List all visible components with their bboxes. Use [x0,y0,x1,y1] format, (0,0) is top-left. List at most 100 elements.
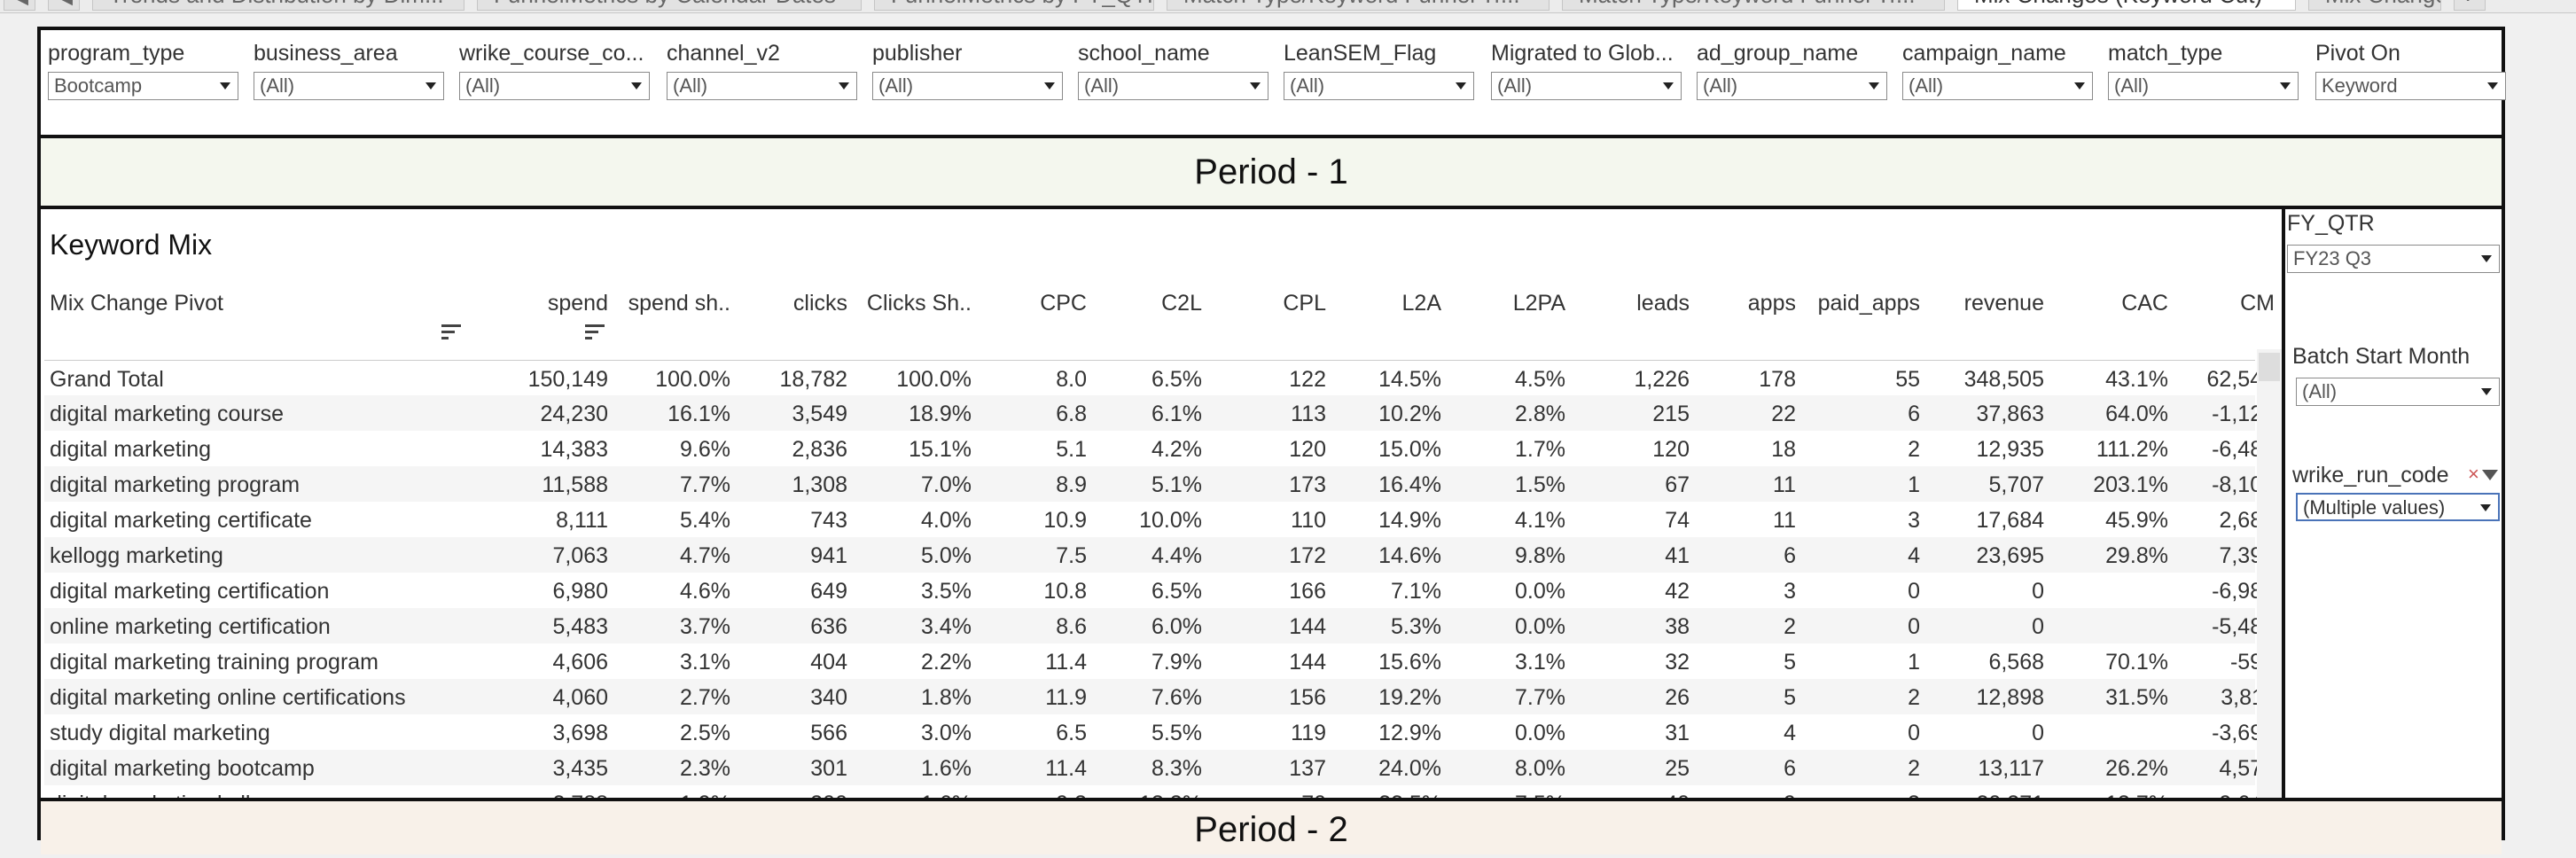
table-cell: 0 [2032,721,2044,745]
tab-nav-button[interactable]: ◀ [4,0,35,11]
table-cell: 5 [1784,650,1796,675]
table-row[interactable]: kellogg marketing 7,063 4.7% 941 5.0% 7.5 4.4%… [44,537,2275,573]
table-cell: 2.5% [680,721,730,745]
table-cell: 2 [1908,437,1920,462]
sheet-tab[interactable]: Trends and Distribution by Dim... [92,0,464,11]
table-cell: 11 [1773,508,1796,533]
column-header[interactable]: L2PA [1512,291,1565,316]
table-cell: 111.2% [2096,437,2168,462]
table-cell: 8.0% [1515,756,1565,781]
table-row[interactable]: digital marketing 14,383 9.6% 2,836 15.1% 5.1… [44,431,2275,466]
table-row[interactable]: digital marketing training program 4,606 3… [44,644,2275,679]
column-header[interactable]: CPC [1040,291,1087,316]
table-cell: digital marketing course [50,402,285,426]
batch-start-month-dropdown[interactable]: (All) [2296,378,2500,406]
table-cell: online marketing certification [50,614,331,639]
table-scrollbar[interactable] [2257,349,2282,798]
period-1-header: Period - 1 [41,138,2502,209]
column-header[interactable]: L2A [1401,291,1441,316]
scrollbar-thumb[interactable] [2259,353,2280,381]
column-header[interactable]: apps [1747,291,1796,316]
fy-qtr-value: FY23 Q3 [2293,247,2372,269]
column-header[interactable]: C2L [1161,291,1202,316]
sheet-tab[interactable]: Mix Changes [2308,0,2441,11]
sort-icon[interactable] [441,324,461,342]
sheet-tab[interactable]: Mix Changes (Keyword Cut) [1957,0,2296,11]
table-cell: 172 [1289,543,1326,568]
table-cell: 2 [1908,756,1920,781]
table-cell: 11 [1773,472,1796,497]
table-cell: 14,383 [540,437,608,462]
filter-dropdown[interactable]: (All) [1491,72,1682,100]
table-cell: 1 [1908,472,1920,497]
filter-menu-icon[interactable] [2482,470,2498,480]
filter-dropdown[interactable]: Keyword [2315,72,2506,100]
column-header[interactable]: clicks [792,291,847,316]
table-row[interactable]: online marketing certification 5,483 3.7% 6… [44,608,2275,644]
filter-dropdown[interactable]: Bootcamp [48,72,238,100]
table-cell: 301 [810,756,847,781]
tab-nav-button[interactable]: ◀ [48,0,80,11]
column-header[interactable]: CPL [1283,291,1326,316]
column-header[interactable]: spend sh.. [628,291,730,316]
filter-dropdown[interactable]: (All) [872,72,1063,100]
table-cell: 7.1% [1391,579,1441,604]
table-row[interactable]: digital marketing certification 6,980 4.6%… [44,573,2275,608]
filter-dropdown[interactable]: (All) [1902,72,2093,100]
table-cell: digital marketing bootcamp [50,756,315,781]
table-cell: 4.4% [1151,543,1202,568]
table-row[interactable]: digital marketing course 24,230 16.1% 3,549… [44,395,2275,431]
tab-nav-button[interactable]: › [2454,0,2486,11]
filter-dropdown[interactable]: (All) [459,72,650,100]
filter-label: Pivot On [2315,41,2400,66]
table-row[interactable]: digital marketing online certifications 4… [44,679,2275,714]
table-cell: 7.0% [921,472,972,497]
sheet-tab[interactable]: FunnelMetrics by FY_QTR [874,0,1154,11]
table-cell: 4.5% [1515,367,1565,392]
column-header[interactable]: leads [1636,291,1690,316]
sheet-tab[interactable]: FunnelMetrics by Calendar Dates [477,0,862,11]
clear-filter-icon[interactable]: × [2468,463,2479,485]
table-cell: 1,226 [1634,367,1690,392]
table-cell: 0 [2032,579,2044,604]
filter-value: (All) [1909,74,1944,97]
grand-total-row[interactable]: Grand Total 150,149 100.0% 18,782 100.0% 8.0 6… [44,360,2275,396]
table-row[interactable]: digital marketing certificate 8,111 5.4% 74… [44,502,2275,537]
column-header[interactable]: Mix Change Pivot [50,291,223,316]
table-row[interactable]: digital marketing bootcamp 3,435 2.3% 301 1.… [44,750,2275,785]
table-cell: 6.0% [1151,614,1202,639]
table-cell: 3.0% [921,721,972,745]
table-cell: 6.8 [1056,402,1087,426]
table-cell: 2 [1908,685,1920,710]
sheet-tab[interactable]: Match Type/Keyword Funnel Tr... [1562,0,1945,11]
column-header[interactable]: paid_apps [1817,291,1920,316]
table-cell: 26.2% [2105,756,2168,781]
table-row[interactable]: digital marketing program 11,588 7.7% 1,308… [44,466,2275,502]
filter-dropdown[interactable]: (All) [667,72,857,100]
filter-dropdown[interactable]: (All) [254,72,444,100]
column-header[interactable]: revenue [1963,291,2044,316]
column-header[interactable]: Clicks Sh.. [866,291,972,316]
filter-bar: program_type Bootcamp business_area (All) wr… [41,30,2506,138]
table-cell: 2.8% [1515,402,1565,426]
fy-qtr-dropdown[interactable]: FY23 Q3 [2287,245,2500,273]
column-header[interactable]: CAC [2121,291,2168,316]
wrike-run-code-dropdown[interactable]: (Multiple values) [2296,493,2500,521]
filter-label: LeanSEM_Flag [1284,41,1437,66]
filter-dropdown[interactable]: (All) [1284,72,1474,100]
table-cell: 8.0 [1056,367,1087,392]
table-row[interactable]: study digital marketing 3,698 2.5% 566 3.0% 6… [44,714,2275,750]
table-cell: 18,782 [779,367,847,392]
filter-dropdown[interactable]: (All) [2108,72,2299,100]
sheet-tab[interactable]: Match Type/Keyword Funnel Tr... [1167,0,1550,11]
sort-icon[interactable] [585,324,605,342]
chevron-down-icon [1456,82,1466,90]
column-header[interactable]: spend [547,291,608,316]
batch-start-month-value: (All) [2302,380,2338,402]
table-cell: 6.5% [1151,579,1202,604]
filter-dropdown[interactable]: (All) [1078,72,1268,100]
table-cell: 3.1% [1515,650,1565,675]
column-header[interactable]: CM [2240,291,2275,316]
filter-dropdown[interactable]: (All) [1697,72,1887,100]
table-cell: Grand Total [50,367,164,392]
